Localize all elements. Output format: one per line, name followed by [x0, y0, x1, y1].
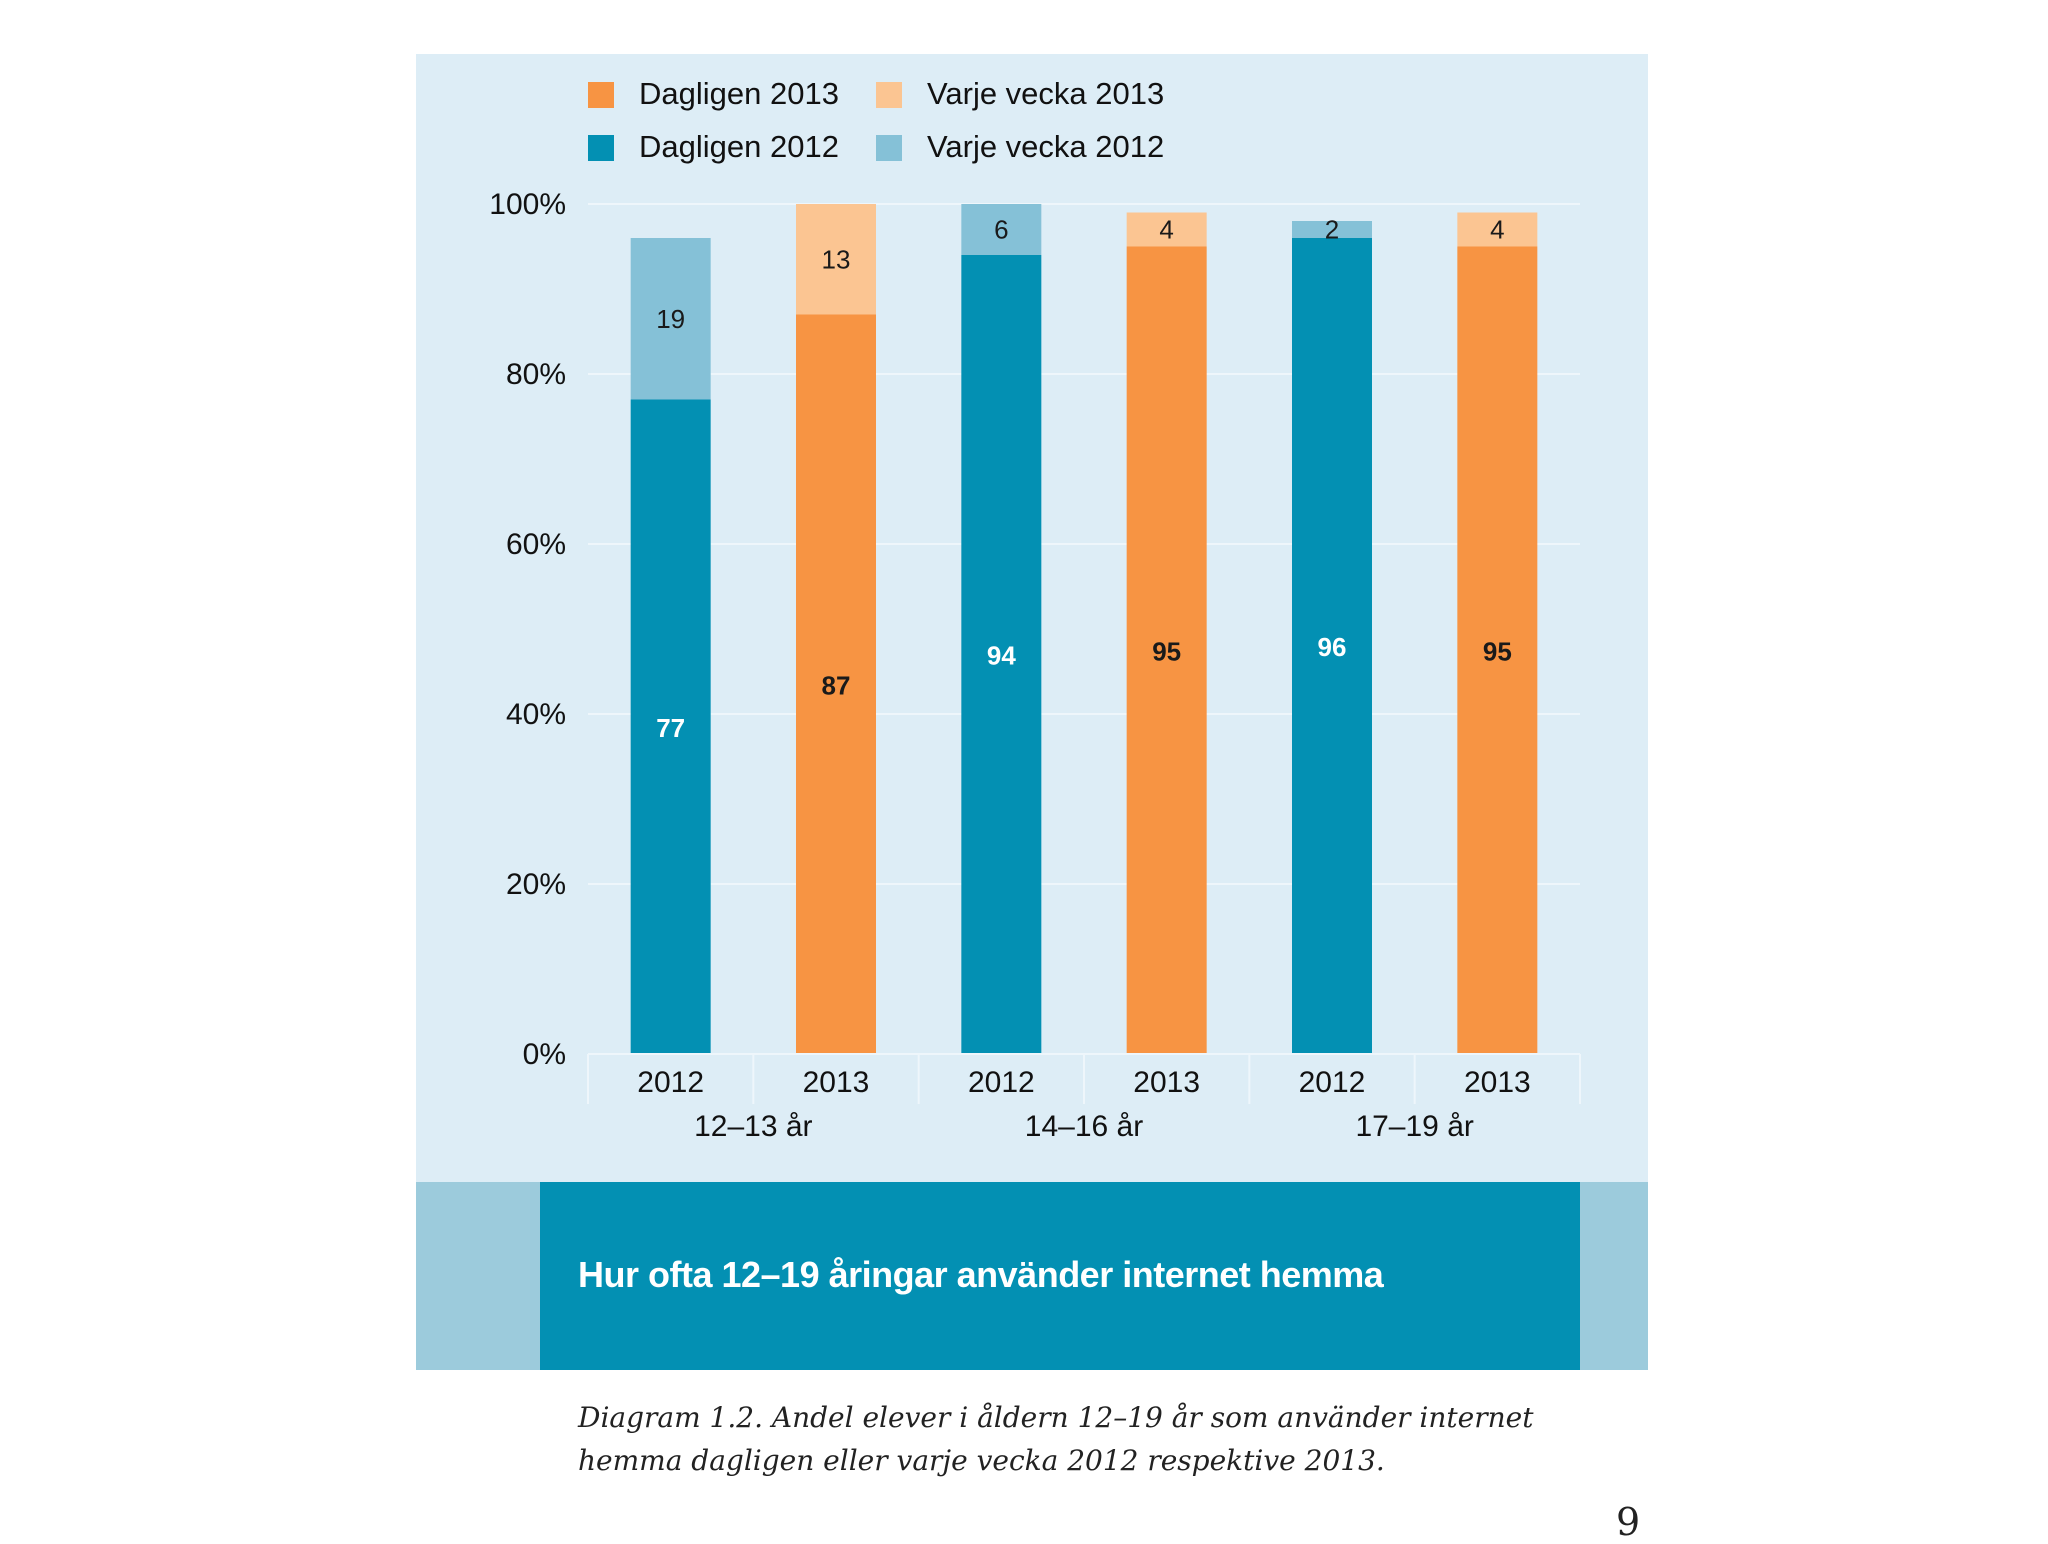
daily-value-label: 96 [1318, 632, 1347, 662]
y-tick-label: 0% [523, 1038, 566, 1071]
bar-daily-segment [1292, 238, 1372, 1054]
x-tick-label: 2013 [1464, 1066, 1531, 1099]
legend-label: Dagligen 2012 [639, 129, 839, 164]
figure-caption: Diagram 1.2. Andel elever i åldern 12–19… [578, 1401, 1534, 1477]
x-tick-label: 2013 [803, 1066, 870, 1099]
x-tick-label: 2012 [1299, 1066, 1366, 1099]
daily-value-label: 77 [656, 713, 685, 743]
y-tick-label: 100% [489, 188, 566, 221]
daily-value-label: 94 [987, 641, 1016, 671]
group-label: 17–19 år [1355, 1110, 1473, 1143]
legend-label: Varje vecka 2013 [927, 76, 1164, 111]
x-tick-label: 2012 [637, 1066, 704, 1099]
x-tick-label: 2013 [1133, 1066, 1200, 1099]
chart-title: Hur ofta 12–19 åringar använder internet… [578, 1254, 1384, 1295]
group-label: 12–13 år [694, 1110, 812, 1143]
bar-weekly-segment [630, 238, 711, 400]
legend-label: Varje vecka 2012 [927, 129, 1164, 164]
x-tick-label: 2012 [968, 1066, 1035, 1099]
daily-value-label: 87 [822, 670, 851, 700]
bar-weekly-segment [1292, 221, 1372, 238]
chart-panel: 0% 20% 40% 60% 80% 100% 77 19 2012 87 13 2013 94 6 201… [416, 54, 1648, 1370]
bar-daily-segment [1126, 246, 1207, 1054]
weekly-value-label: 2 [1325, 215, 1339, 245]
page-number: 9 [1616, 1500, 1641, 1544]
daily-value-label: 95 [1152, 636, 1181, 666]
bar-weekly-segment [1126, 212, 1207, 247]
legend-swatch [588, 135, 614, 161]
bar-weekly-segment [961, 204, 1042, 255]
weekly-value-label: 13 [822, 244, 851, 274]
bar-daily-segment [961, 255, 1042, 1054]
legend-swatch [876, 82, 902, 108]
title-box [540, 1182, 1580, 1370]
weekly-value-label: 4 [1490, 215, 1504, 245]
weekly-value-label: 19 [656, 304, 685, 334]
bar-daily-segment [796, 314, 876, 1054]
group-label: 14–16 år [1025, 1110, 1143, 1143]
bar-daily-segment [1457, 246, 1538, 1054]
bar-weekly-segment [1457, 212, 1538, 247]
bar-weekly-segment [796, 204, 876, 315]
daily-value-label: 95 [1483, 636, 1512, 666]
chart-svg: 0% 20% 40% 60% 80% 100% 77 19 2012 87 13 2013 94 6 201… [416, 54, 1648, 1182]
legend-swatch [876, 135, 902, 161]
y-tick-label: 40% [506, 698, 566, 731]
y-tick-label: 60% [506, 528, 566, 561]
y-tick-label: 80% [506, 358, 566, 391]
y-tick-label: 20% [506, 868, 566, 901]
bar-daily-segment [630, 399, 711, 1054]
legend-label: Dagligen 2013 [639, 76, 839, 111]
weekly-value-label: 4 [1159, 215, 1173, 245]
legend-swatch [588, 82, 614, 108]
weekly-value-label: 6 [994, 215, 1008, 245]
